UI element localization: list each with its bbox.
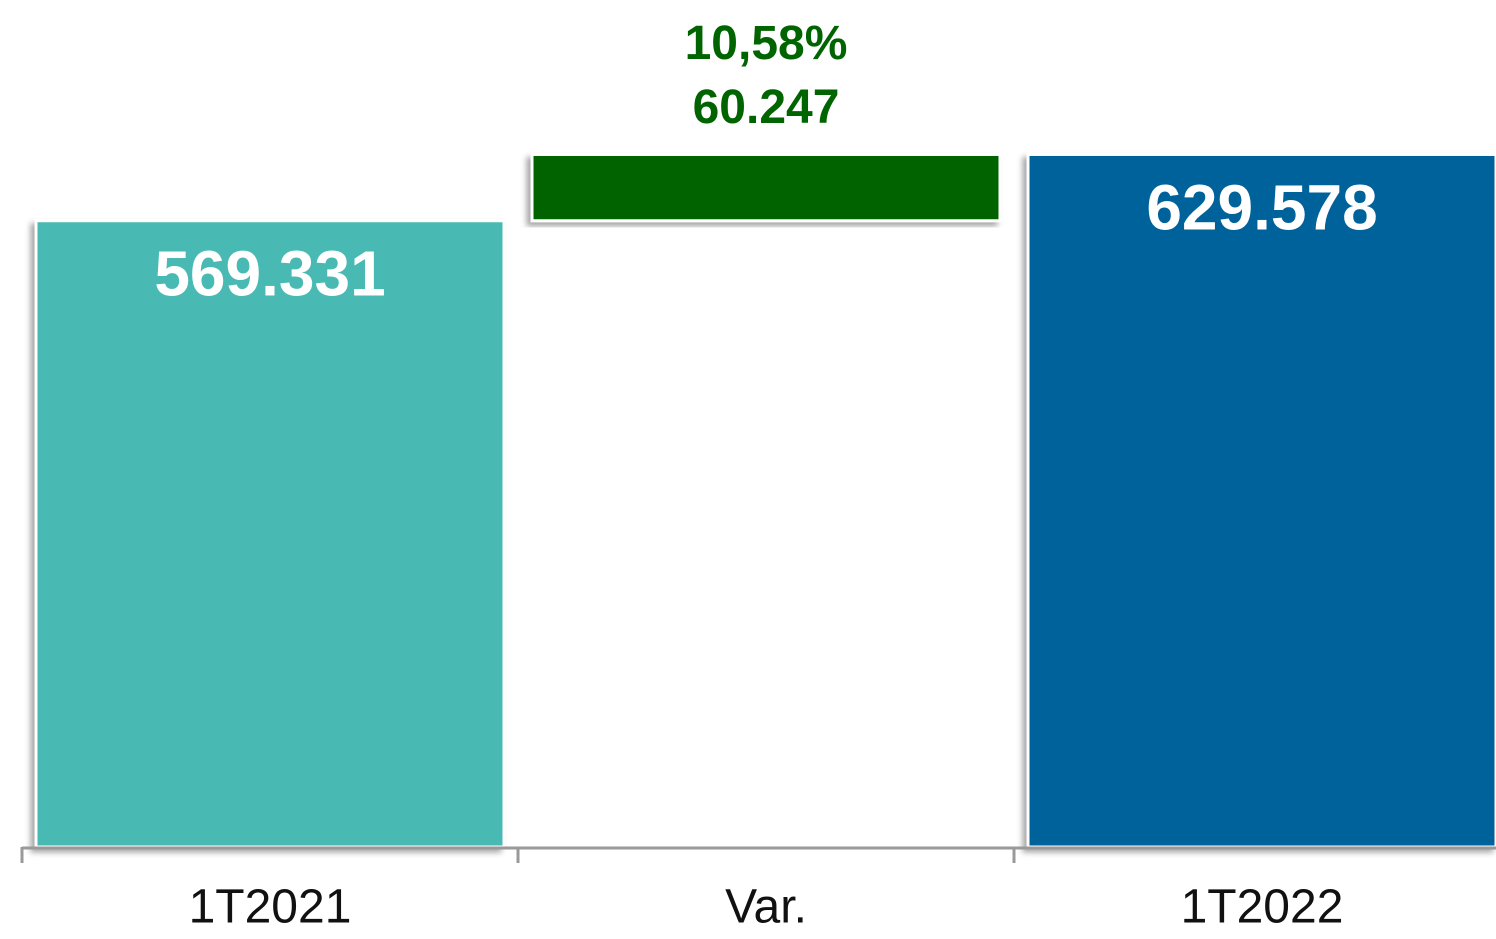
x-tick-label: Var. — [725, 881, 807, 934]
value-label: 629.578 — [1146, 171, 1377, 243]
annotation: 10,58% — [685, 17, 848, 70]
value-label: 60.247 — [693, 81, 840, 134]
bar — [34, 219, 506, 849]
bar — [530, 152, 1002, 223]
bar — [1026, 152, 1496, 849]
x-tick-label: 1T2021 — [189, 881, 352, 934]
x-tick-label: 1T2022 — [1181, 881, 1344, 934]
value-label: 569.331 — [154, 238, 385, 310]
